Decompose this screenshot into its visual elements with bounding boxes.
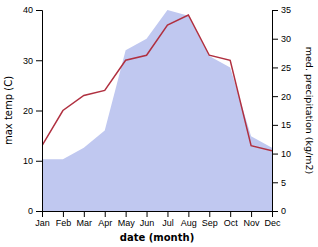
tick-label: Jan [35, 218, 50, 228]
chart: JanFebMarAprMayJunJulAugSepOctNovDec0102… [0, 0, 318, 247]
tick: 5 [272, 178, 286, 188]
tick-label: Oct [224, 218, 239, 228]
tick: 15 [272, 120, 291, 130]
tick-label: 30 [281, 34, 291, 44]
tick-mark [105, 211, 106, 217]
marks [42, 10, 272, 211]
tick-label: May [118, 218, 136, 228]
y2-axis: 0 5 10 15 20 25 30 35 [272, 5, 291, 216]
tick-mark [230, 211, 231, 217]
plot-area: JanFebMarAprMayJunJulAugSepOctNovDec0102… [3, 5, 315, 243]
tick-label: 0 [28, 206, 33, 216]
tick: Apr [98, 211, 112, 228]
tick-mark [36, 211, 42, 212]
tick-mark [272, 96, 278, 97]
tick: 20 [272, 92, 291, 102]
tick: 25 [272, 63, 291, 73]
chart-container: JanFebMarAprMayJunJulAugSepOctNovDec0102… [0, 0, 318, 247]
tick-label: 30 [23, 56, 33, 66]
axis-line [36, 11, 43, 212]
tick-mark [272, 10, 278, 11]
axis-line [43, 212, 273, 218]
tick: 30 [23, 56, 42, 66]
tick-label: 40 [23, 5, 33, 15]
tick-label: 20 [281, 92, 291, 102]
tick-label: Mar [77, 218, 93, 228]
tick: Jun [140, 211, 155, 228]
tick-label: 25 [281, 63, 291, 73]
tick-mark [272, 182, 278, 183]
tick-mark [36, 60, 42, 61]
tick: Dec [264, 211, 281, 228]
tick-mark [147, 211, 148, 217]
tick: Oct [224, 211, 239, 228]
tick-label: Jul [162, 218, 174, 228]
tick: Aug [181, 211, 197, 228]
tick-mark [272, 154, 278, 155]
tick-label: Nov [244, 218, 261, 228]
tick: Mar [77, 211, 93, 228]
tick-label: Feb [56, 218, 72, 228]
tick: 30 [272, 34, 291, 44]
tick-mark [63, 211, 64, 217]
tick: Nov [244, 211, 261, 228]
tick-mark [36, 10, 42, 11]
tick-mark [272, 67, 278, 68]
tick-label: 0 [281, 206, 286, 216]
x-axis-title: date (month) [120, 232, 194, 243]
tick-label: Jun [140, 218, 155, 228]
tick: 35 [272, 5, 291, 15]
tick-mark [167, 211, 168, 217]
y-axis-title: max temp (C) [3, 76, 14, 145]
tick: May [118, 211, 136, 228]
tick-mark [84, 211, 85, 217]
area [42, 10, 272, 211]
tick-label: 10 [281, 149, 291, 159]
tick: Jul [162, 211, 174, 228]
tick-label: 5 [281, 178, 286, 188]
tick-mark [272, 39, 278, 40]
line [42, 15, 272, 151]
tick-label: 10 [23, 156, 33, 166]
tick-label: Aug [181, 218, 197, 228]
tick: Feb [56, 211, 72, 228]
axis-line [273, 11, 279, 212]
tick-label: 15 [281, 120, 291, 130]
tick-mark [272, 211, 278, 212]
tick-label: Dec [264, 218, 281, 228]
tick-mark [36, 161, 42, 162]
x-axis: Jan Feb Mar Apr May Jun Jul Aug Sep Oct NovDec [35, 211, 281, 228]
tick-label: 20 [23, 106, 33, 116]
tick-mark [272, 125, 278, 126]
tick: 20 [23, 106, 42, 116]
tick-mark [126, 211, 127, 217]
tick: Sep [202, 211, 218, 228]
tick-label: Apr [98, 218, 112, 228]
tick: Jan [35, 211, 50, 228]
tick: 0 [272, 206, 286, 216]
tick: 0 [28, 206, 42, 216]
tick-label: 35 [281, 5, 291, 15]
y2-axis-title: med. precipitation (kg/m2) [304, 47, 315, 174]
tick: 10 [23, 156, 42, 166]
tick-mark [188, 211, 189, 217]
tick: 40 [23, 5, 42, 15]
tick-mark [36, 111, 42, 112]
tick-mark [251, 211, 252, 217]
tick-mark [209, 211, 210, 217]
tick-label: Sep [202, 218, 218, 228]
y-axis: 0 10 20 30 40 [23, 5, 43, 216]
tick: 10 [272, 149, 291, 159]
